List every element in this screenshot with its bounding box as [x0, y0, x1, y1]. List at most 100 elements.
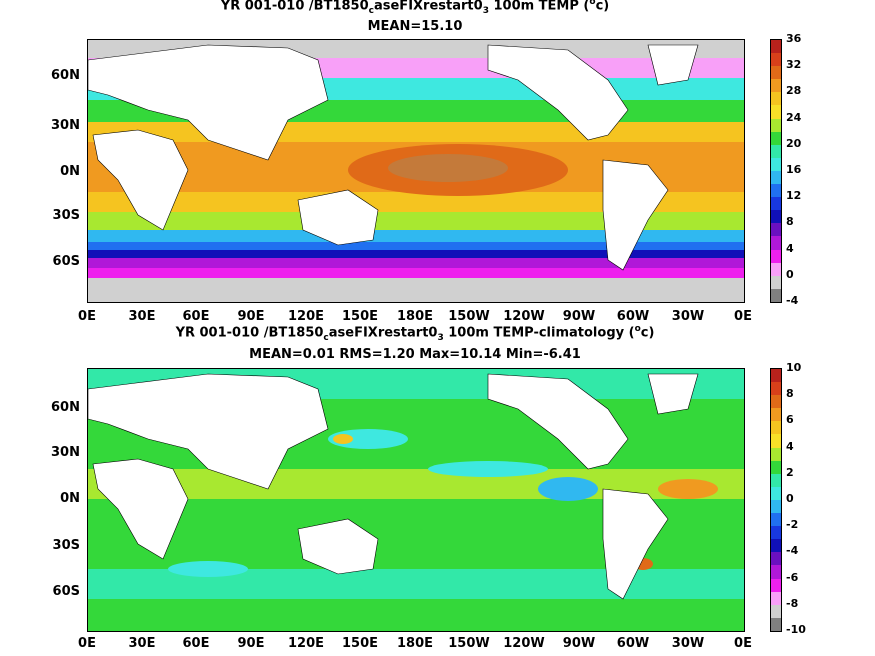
lat2-label-30n: 30N — [51, 445, 80, 460]
colorbar-tick-label: 20 — [786, 136, 802, 150]
panel2-map — [87, 368, 745, 632]
colorbar-swatch — [771, 210, 781, 224]
colorbar-tick-label: 32 — [786, 58, 802, 72]
colorbar-swatch — [771, 40, 781, 54]
colorbar-swatch — [771, 236, 781, 250]
colorbar-swatch — [771, 131, 781, 145]
lon2-label-30w: 30W — [671, 636, 705, 651]
temperature-map — [88, 40, 744, 302]
lon-label-90w: 90W — [562, 309, 596, 324]
lon-label-90e: 90E — [237, 309, 265, 324]
colorbar-swatch — [771, 460, 781, 474]
panel1-stats: MEAN=15.10 — [367, 19, 463, 34]
lat-label-30n: 30N — [51, 118, 80, 133]
lon-label-60w: 60W — [616, 309, 650, 324]
panel1-title: YR 001-010 /BT1850caseFIXrestart03 100m … — [220, 0, 610, 16]
colorbar-tick-label: 8 — [786, 215, 794, 229]
colorbar-swatch — [771, 499, 781, 514]
colorbar-swatch — [771, 157, 781, 171]
colorbar-tick-label: 24 — [786, 110, 802, 124]
panel1-colorbar — [770, 39, 782, 303]
colorbar-swatch — [771, 604, 781, 618]
colorbar-tick-label: 4 — [786, 241, 794, 255]
lon-label-30w: 30W — [671, 309, 705, 324]
colorbar-swatch — [771, 223, 781, 237]
lon-label-120e: 120E — [287, 309, 325, 324]
colorbar-swatch — [771, 170, 781, 185]
colorbar-swatch — [771, 184, 781, 198]
panel1-map — [87, 39, 745, 303]
colorbar-tick-label: 2 — [786, 465, 794, 479]
colorbar-tick-label: 10 — [786, 361, 802, 374]
lon-label-60e: 60E — [182, 309, 210, 324]
colorbar-swatch — [771, 79, 781, 93]
colorbar-swatch — [771, 395, 781, 409]
lat-label-0n: 0N — [60, 164, 80, 179]
colorbar-swatch — [771, 53, 781, 67]
colorbar-swatch — [771, 421, 781, 435]
colorbar-swatch — [771, 92, 781, 106]
colorbar-tick-label: -4 — [786, 544, 799, 558]
lon-label-30e: 30E — [128, 309, 156, 324]
colorbar-swatch — [771, 473, 781, 487]
colorbar-tick-label: 6 — [786, 413, 794, 427]
colorbar-tick-label: 0 — [786, 267, 794, 281]
colorbar-tick-label: 0 — [786, 492, 794, 505]
lon-label-0e-end: 0E — [734, 309, 752, 324]
lon2-label-60w: 60W — [616, 636, 650, 651]
lon2-label-180e: 180E — [396, 636, 434, 651]
colorbar-swatch — [771, 369, 781, 383]
lon-label-0e: 0E — [78, 309, 96, 324]
panel2-colorbar — [770, 368, 782, 632]
colorbar-swatch — [771, 552, 781, 566]
colorbar-swatch — [771, 66, 781, 80]
colorbar-swatch — [771, 578, 781, 592]
lon-label-150e: 150E — [341, 309, 379, 324]
colorbar-swatch — [771, 513, 781, 527]
colorbar-tick-label: -2 — [786, 518, 799, 532]
colorbar-swatch — [771, 447, 781, 461]
lon2-label-0e: 0E — [78, 636, 96, 651]
lat2-label-30s: 30S — [52, 538, 80, 553]
colorbar-swatch — [771, 262, 781, 276]
colorbar-swatch — [771, 249, 781, 263]
colorbar-swatch — [771, 275, 781, 289]
lon2-label-0e-end: 0E — [734, 636, 752, 651]
colorbar-swatch — [771, 591, 781, 605]
lon2-label-150e: 150E — [341, 636, 379, 651]
colorbar-tick-label: -6 — [786, 570, 799, 584]
colorbar-swatch — [771, 434, 781, 448]
colorbar-swatch — [771, 617, 781, 631]
colorbar-swatch — [771, 288, 781, 302]
colorbar-tick-label: 28 — [786, 84, 802, 98]
lon2-label-120e: 120E — [287, 636, 325, 651]
lat2-label-60n: 60N — [51, 400, 80, 415]
colorbar-swatch — [771, 539, 781, 553]
colorbar-swatch — [771, 118, 781, 132]
colorbar-swatch — [771, 408, 781, 422]
lat2-label-0n: 0N — [60, 491, 80, 506]
lon2-label-150w: 150W — [448, 636, 490, 651]
colorbar-tick-label: -8 — [786, 596, 799, 610]
lon-label-150w: 150W — [448, 309, 490, 324]
lon-label-120w: 120W — [503, 309, 545, 324]
colorbar-swatch — [771, 197, 781, 211]
colorbar-tick-label: -4 — [786, 294, 799, 307]
anomaly-map — [88, 369, 744, 631]
lat-label-30s: 30S — [52, 208, 80, 223]
colorbar-swatch — [771, 105, 781, 119]
colorbar-swatch — [771, 382, 781, 396]
panel2-stats: MEAN=0.01 RMS=1.20 Max=10.14 Min=-6.41 — [249, 347, 581, 362]
colorbar-tick-label: 36 — [786, 32, 802, 45]
colorbar-swatch — [771, 565, 781, 579]
colorbar-tick-label: -10 — [786, 623, 806, 636]
lat2-label-60s: 60S — [52, 584, 80, 599]
lat-label-60n: 60N — [51, 68, 80, 83]
colorbar-tick-label: 8 — [786, 387, 794, 401]
lon2-label-90w: 90W — [562, 636, 596, 651]
panel2-title: YR 001-010 /BT1850caseFIXrestart03 100m … — [175, 324, 655, 343]
colorbar-tick-label: 12 — [786, 189, 802, 203]
colorbar-swatch — [771, 144, 781, 158]
lon2-label-120w: 120W — [503, 636, 545, 651]
lat-label-60s: 60S — [52, 254, 80, 269]
